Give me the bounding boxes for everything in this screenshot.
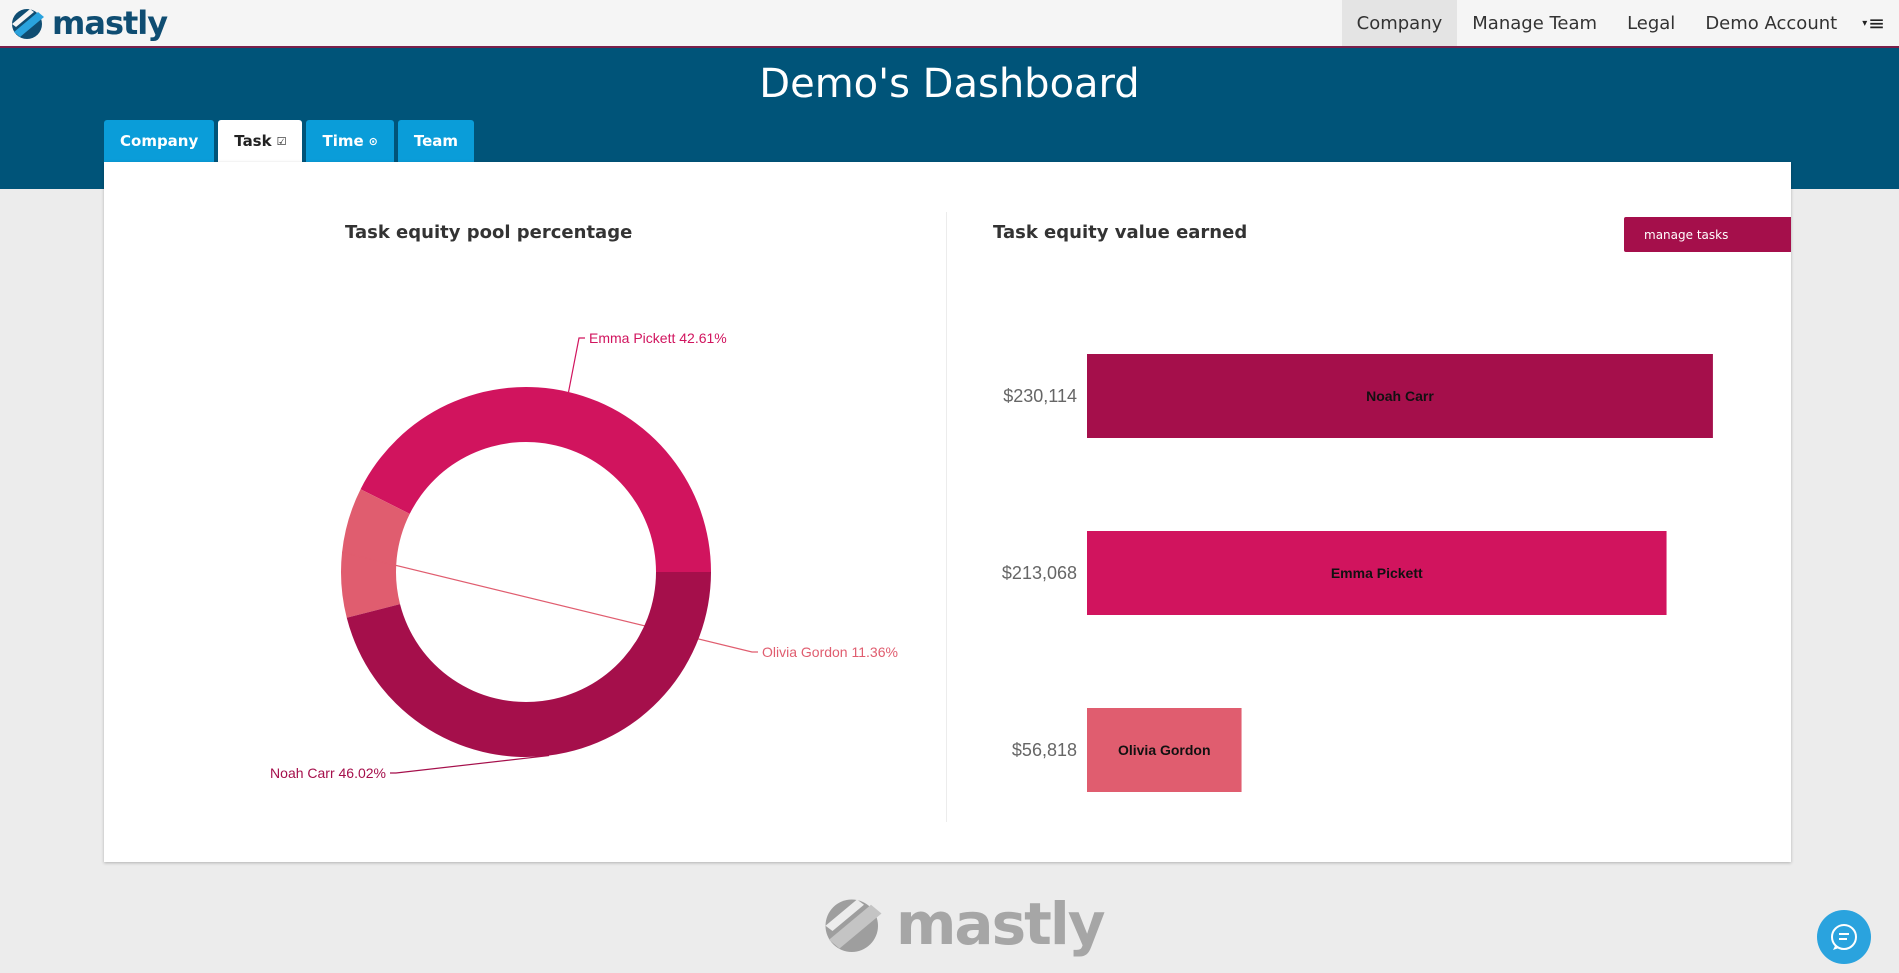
page-title: Demo's Dashboard xyxy=(759,61,1140,107)
nav-demo-account[interactable]: Demo Account xyxy=(1705,12,1838,34)
tab-label: Company xyxy=(120,132,199,150)
tab-label: Team xyxy=(413,132,459,150)
pie-leader-line xyxy=(390,754,550,774)
footer-logo-mark-icon xyxy=(825,899,882,952)
panel-divider xyxy=(946,212,947,822)
bar[interactable] xyxy=(1087,354,1713,438)
pie-chart: Emma Pickett 42.61% Olivia Gordon 11.36% N… xyxy=(270,330,898,781)
nav-company[interactable]: Company xyxy=(1341,0,1458,46)
dashboard-tabs: Company Task ☑ Time ⊙ Team xyxy=(104,120,475,162)
brand-logo[interactable]: mastly xyxy=(10,4,168,42)
tab-label: Task xyxy=(234,132,272,150)
nav-manage-team[interactable]: Manage Team xyxy=(1472,12,1598,34)
bar-chart: Noah Carr $230,114 Emma Pickett $213,068 Oli… xyxy=(1002,354,1713,792)
clock-icon: ⊙ xyxy=(368,134,378,148)
charts-card: Task equity pool percentage Task equity … xyxy=(104,162,1791,862)
bar-category-label: $230,114 xyxy=(1003,386,1077,406)
bar-category-label: $213,068 xyxy=(1002,563,1077,583)
logo-text: mastly xyxy=(52,4,168,42)
nav-links: Company Manage Team Legal Demo Account ▾… xyxy=(1341,0,1899,46)
tab-task[interactable]: Task ☑ xyxy=(218,120,303,162)
footer-logo-text: mastly xyxy=(896,890,1106,958)
pie-slice[interactable] xyxy=(346,572,711,758)
pie-slice-label: Olivia Gordon 11.36% xyxy=(762,644,898,660)
pie-slice[interactable] xyxy=(360,386,711,572)
logo-mark-icon xyxy=(12,9,44,39)
hamburger-menu-icon: ≡ xyxy=(1868,11,1885,35)
pie-leader-line xyxy=(567,337,585,393)
chat-button[interactable] xyxy=(1817,910,1871,964)
chat-icon xyxy=(1831,924,1857,950)
manage-tasks-button[interactable]: manage tasks xyxy=(1624,217,1791,252)
tab-team[interactable]: Team xyxy=(397,120,475,162)
bar-category-label: $56,818 xyxy=(1012,740,1077,760)
bar[interactable] xyxy=(1087,531,1667,615)
pie-slice[interactable] xyxy=(341,489,410,618)
bar-chart-title: Task equity value earned xyxy=(993,222,1248,243)
footer-logo: mastly xyxy=(822,890,1106,958)
check-square-icon: ☑ xyxy=(276,134,287,148)
nav-legal[interactable]: Legal xyxy=(1627,12,1676,34)
pie-slice-label: Noah Carr 46.02% xyxy=(270,765,386,781)
bar[interactable] xyxy=(1087,708,1242,792)
menu-toggle[interactable]: ▾ ≡ xyxy=(1852,0,1899,46)
tab-label: Time xyxy=(322,132,364,150)
pie-leader-line xyxy=(341,551,758,653)
pie-chart-title: Task equity pool percentage xyxy=(345,222,633,243)
bar-label: Emma Pickett xyxy=(1331,565,1423,581)
top-navbar: mastly Company Manage Team Legal Demo Ac… xyxy=(0,0,1899,48)
bar-label: Olivia Gordon xyxy=(1118,742,1211,758)
tab-time[interactable]: Time ⊙ xyxy=(306,120,394,162)
caret-down-icon: ▾ xyxy=(1862,17,1868,29)
pie-slice-label: Emma Pickett 42.61% xyxy=(589,330,727,346)
tab-company[interactable]: Company xyxy=(104,120,215,162)
bar-label: Noah Carr xyxy=(1366,388,1434,404)
